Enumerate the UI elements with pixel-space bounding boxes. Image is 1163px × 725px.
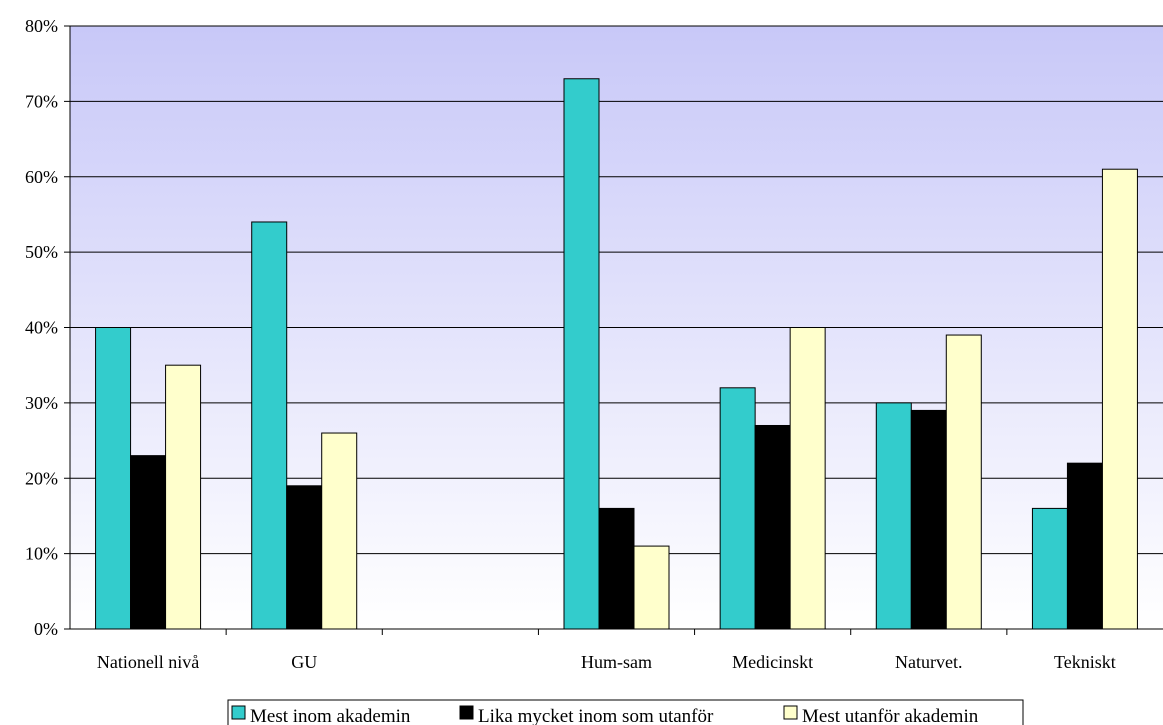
category-labels: Nationell nivå GU Hum-sam Medicinskt Naturve… bbox=[97, 652, 1116, 672]
x-axis bbox=[69, 26, 1163, 635]
y-tick-label: 70% bbox=[25, 91, 58, 111]
bar-2 bbox=[598, 507, 635, 630]
legend-swatch-1 bbox=[231, 705, 246, 720]
bars bbox=[95, 78, 1138, 630]
legend: Mest inom akademin Lika mycket inom som … bbox=[227, 699, 1024, 725]
bar-2 bbox=[754, 424, 791, 630]
bar-1 bbox=[1031, 507, 1068, 630]
legend-label-2: Lika mycket inom som utanför bbox=[478, 706, 714, 725]
bar-1 bbox=[563, 78, 600, 630]
bar-2 bbox=[130, 455, 167, 630]
bar-1 bbox=[875, 402, 912, 630]
y-tick-label: 80% bbox=[25, 16, 58, 36]
bar-2 bbox=[286, 485, 323, 630]
x-category-label: Nationell nivå bbox=[97, 652, 199, 672]
x-category-label: GU bbox=[291, 652, 317, 672]
bar-2 bbox=[910, 409, 947, 630]
x-category-label: Hum-sam bbox=[581, 652, 652, 672]
y-tick-label: 50% bbox=[25, 242, 58, 262]
y-tick-label: 20% bbox=[25, 468, 58, 488]
y-tick-label: 30% bbox=[25, 393, 58, 413]
bar-2 bbox=[1066, 462, 1103, 630]
y-tick-label: 60% bbox=[25, 167, 58, 187]
bar-3 bbox=[321, 432, 358, 630]
bar-3 bbox=[1101, 168, 1138, 630]
bar-3 bbox=[945, 334, 982, 630]
bar-1 bbox=[251, 221, 288, 630]
bar-3 bbox=[633, 545, 670, 630]
y-tick-label: 10% bbox=[25, 544, 58, 564]
legend-swatch-3 bbox=[783, 705, 798, 720]
legend-box bbox=[227, 699, 1024, 725]
bar-3 bbox=[165, 364, 202, 630]
legend-swatch-2 bbox=[459, 705, 474, 720]
y-axis-ticks: 0% 10% 20% 30% 40% 50% 60% 70% 80% bbox=[25, 16, 70, 639]
bar-1 bbox=[719, 387, 756, 630]
y-tick-label: 40% bbox=[25, 318, 58, 338]
x-category-label: Medicinskt bbox=[732, 652, 813, 672]
bar-1 bbox=[95, 327, 132, 630]
legend-label-3: Mest utanför akademin bbox=[802, 706, 979, 725]
legend-label-1: Mest inom akademin bbox=[250, 706, 411, 725]
x-category-label: Tekniskt bbox=[1054, 652, 1116, 672]
y-tick-label: 0% bbox=[34, 619, 58, 639]
x-category-label: Naturvet. bbox=[895, 652, 962, 672]
bar-3 bbox=[789, 327, 826, 630]
